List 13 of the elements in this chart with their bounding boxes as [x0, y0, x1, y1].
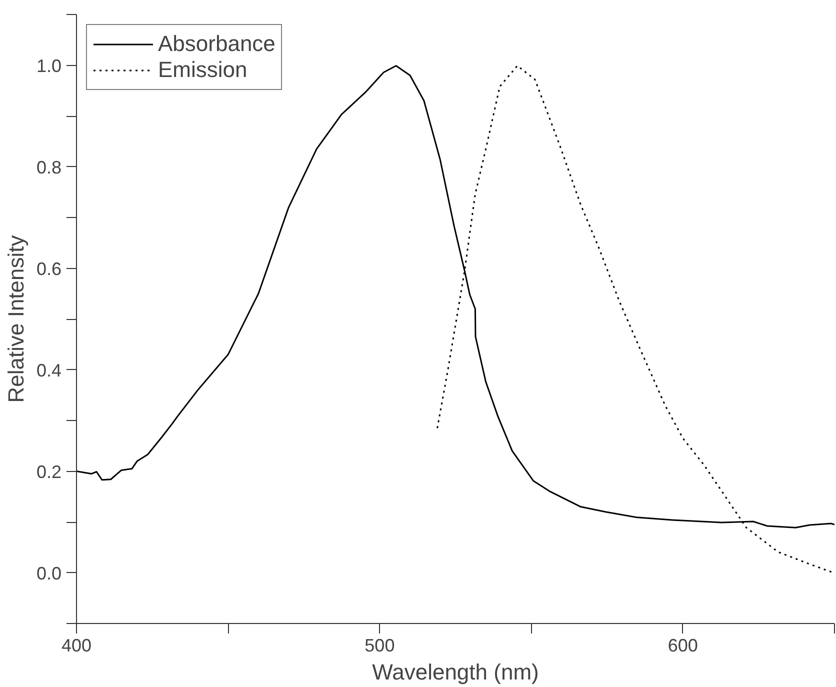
y-tick-label: 0.6 — [36, 258, 62, 279]
y-tick-label: 0.0 — [36, 563, 62, 584]
x-tick-label: 400 — [61, 636, 92, 656]
x-tick-label: 600 — [668, 636, 698, 656]
y-tick-label: 0.2 — [36, 462, 62, 482]
x-axis-title: Wavelength (nm) — [372, 660, 539, 684]
legend-label: Absorbance — [158, 31, 276, 57]
x-tick-label: 500 — [364, 636, 395, 656]
y-tick-label: 0.4 — [36, 360, 62, 380]
y-axis-title: Relative Intensity — [3, 235, 28, 403]
y-tick-label: 1.0 — [36, 56, 62, 76]
legend-label: Emission — [158, 57, 248, 83]
y-tick-label: 0.8 — [36, 157, 62, 178]
